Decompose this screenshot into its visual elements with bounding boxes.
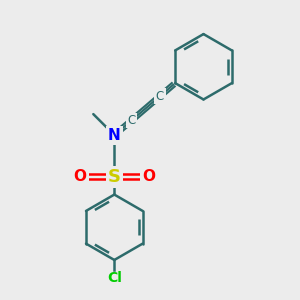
Text: O: O [142,169,155,184]
Text: C: C [156,90,164,103]
Text: N: N [108,128,121,142]
Text: C: C [127,114,136,127]
Text: O: O [74,169,87,184]
Text: Cl: Cl [107,271,122,285]
Text: S: S [108,168,121,186]
